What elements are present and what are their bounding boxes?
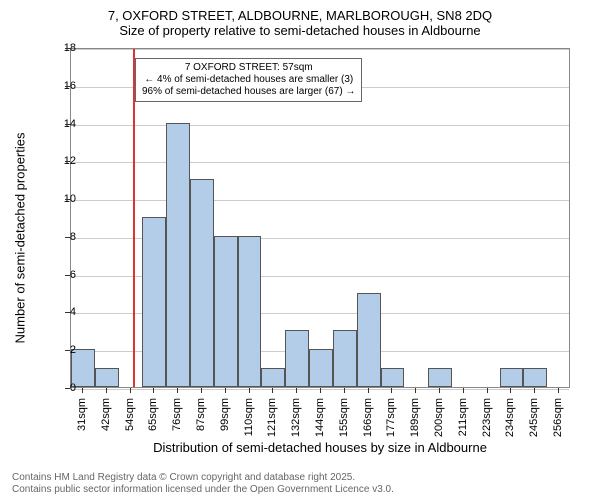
xtick-mark [130,388,131,393]
xtick-mark [368,388,369,393]
gridline [71,49,569,50]
chart-header: 7, OXFORD STREET, ALDBOURNE, MARLBOROUGH… [0,0,600,42]
plot-area: 7 OXFORD STREET: 57sqm← 4% of semi-detac… [70,48,570,388]
xtick-label: 166sqm [362,398,374,448]
xtick-mark [201,388,202,393]
xtick-label: 87sqm [195,398,207,448]
histogram-bar [523,368,547,387]
histogram-bar [333,330,357,387]
ytick-mark [65,124,70,125]
xtick-label: 42sqm [100,398,112,448]
annotation-line: 7 OXFORD STREET: 57sqm [142,62,355,74]
ytick-mark [65,312,70,313]
ytick-label: 4 [50,306,76,318]
annotation-line: 96% of semi-detached houses are larger (… [142,86,355,98]
xtick-mark [177,388,178,393]
ytick-mark [65,350,70,351]
xtick-mark [106,388,107,393]
xtick-mark [249,388,250,393]
xtick-label: 200sqm [433,398,445,448]
histogram-bar [309,349,333,387]
xtick-label: 76sqm [171,398,183,448]
gridline [71,162,569,163]
xtick-mark [463,388,464,393]
xtick-mark [415,388,416,393]
histogram-bar [428,368,452,387]
histogram-bar [357,293,381,387]
xtick-label: 132sqm [290,398,302,448]
xtick-mark [439,388,440,393]
xtick-label: 189sqm [409,398,421,448]
xtick-mark [344,388,345,393]
ytick-mark [65,48,70,49]
xtick-label: 65sqm [147,398,159,448]
ytick-label: 12 [50,155,76,167]
xtick-label: 144sqm [314,398,326,448]
ytick-mark [65,388,70,389]
histogram-bar [285,330,309,387]
ytick-label: 2 [50,344,76,356]
ytick-mark [65,237,70,238]
histogram-bar [261,368,285,387]
ytick-mark [65,199,70,200]
histogram-bar [381,368,405,387]
histogram-bar [238,236,262,387]
histogram-bar [166,123,190,387]
ytick-mark [65,275,70,276]
xtick-label: 256sqm [552,398,564,448]
footer-line2: Contains public sector information licen… [12,484,394,496]
xtick-label: 110sqm [243,398,255,448]
histogram-bar [500,368,524,387]
xtick-mark [272,388,273,393]
histogram-bar [190,179,214,387]
xtick-label: 54sqm [124,398,136,448]
xtick-mark [320,388,321,393]
xtick-label: 121sqm [266,398,278,448]
chart-wrap: Number of semi-detached properties 7 OXF… [32,48,580,428]
y-axis-label: Number of semi-detached properties [13,133,28,344]
histogram-bar [142,217,166,387]
title-subtitle: Size of property relative to semi-detach… [0,23,600,38]
histogram-bar [214,236,238,387]
footer: Contains HM Land Registry data © Crown c… [12,472,394,496]
annotation-line: ← 4% of semi-detached houses are smaller… [142,74,355,86]
ytick-label: 10 [50,193,76,205]
ytick-mark [65,86,70,87]
ytick-label: 14 [50,118,76,130]
annotation-box: 7 OXFORD STREET: 57sqm← 4% of semi-detac… [135,58,362,102]
gridline [71,200,569,201]
footer-line1: Contains HM Land Registry data © Crown c… [12,472,394,484]
xtick-mark [82,388,83,393]
ytick-label: 18 [50,42,76,54]
xtick-label: 99sqm [219,398,231,448]
histogram-bar [95,368,119,387]
xtick-mark [558,388,559,393]
gridline [71,125,569,126]
ytick-label: 16 [50,80,76,92]
xtick-label: 245sqm [528,398,540,448]
xtick-mark [391,388,392,393]
xtick-mark [225,388,226,393]
xtick-label: 223sqm [481,398,493,448]
xtick-label: 31sqm [76,398,88,448]
ytick-label: 6 [50,269,76,281]
xtick-mark [153,388,154,393]
xtick-mark [510,388,511,393]
xtick-label: 177sqm [385,398,397,448]
xtick-mark [296,388,297,393]
xtick-mark [534,388,535,393]
ytick-label: 8 [50,231,76,243]
xtick-label: 234sqm [504,398,516,448]
ytick-mark [65,161,70,162]
title-address: 7, OXFORD STREET, ALDBOURNE, MARLBOROUGH… [0,8,600,23]
xtick-mark [487,388,488,393]
xtick-label: 211sqm [457,398,469,448]
ytick-label: 0 [50,382,76,394]
xtick-label: 155sqm [338,398,350,448]
